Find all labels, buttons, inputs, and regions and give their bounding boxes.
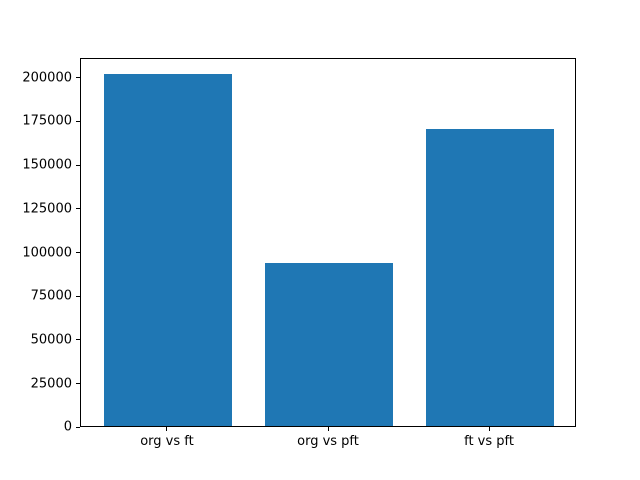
y-tick-label: 75000 xyxy=(30,288,72,304)
y-tick-label: 50000 xyxy=(30,332,72,348)
y-tick-label: 0 xyxy=(63,419,72,435)
y-tick-mark xyxy=(76,252,80,253)
x-tick-label: ft vs pft xyxy=(464,434,514,450)
x-tick-mark xyxy=(327,427,329,432)
x-tick-mark xyxy=(488,427,490,432)
bar-org-vs-ft xyxy=(103,74,233,427)
y-tick-label: 25000 xyxy=(30,376,72,392)
y-tick-mark xyxy=(76,120,80,122)
y-tick-mark xyxy=(76,208,80,210)
y-tick-mark xyxy=(76,164,80,166)
y-tick-label: 100000 xyxy=(22,245,72,260)
y-tick-mark xyxy=(76,339,80,341)
x-tick-label: org vs pft xyxy=(297,434,359,450)
plot-area xyxy=(80,57,576,428)
y-tick-mark xyxy=(76,77,80,79)
y-tick-mark xyxy=(76,295,80,297)
y-tick-label: 175000 xyxy=(22,113,72,129)
y-tick-label: 200000 xyxy=(22,70,72,86)
y-tick-mark xyxy=(76,383,80,385)
bar-org-vs-pft xyxy=(264,262,394,427)
y-tick-label: 125000 xyxy=(22,201,72,217)
bar-ft-vs-pft xyxy=(425,129,555,427)
x-tick-mark xyxy=(166,427,168,432)
x-tick-label: org vs ft xyxy=(140,434,194,450)
y-tick-mark xyxy=(76,426,80,428)
y-tick-label: 150000 xyxy=(22,157,72,173)
